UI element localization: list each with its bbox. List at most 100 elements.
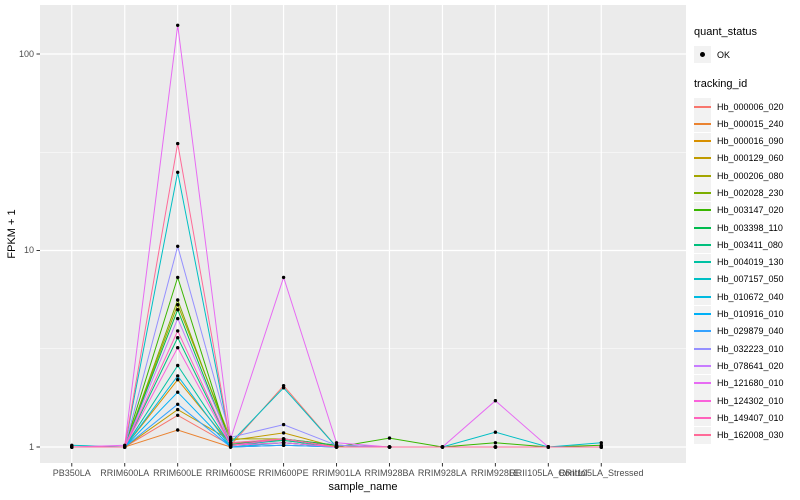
series-color-swatch: [694, 209, 711, 212]
legend-item-label: Hb_002028_230: [717, 187, 784, 198]
legend-item-label: Hb_000015_240: [717, 118, 784, 129]
data-point: [176, 407, 180, 412]
data-point: [176, 298, 180, 302]
legend-item-label: Hb_162008_030: [717, 430, 784, 441]
data-point: [334, 441, 339, 445]
data-point: [176, 374, 180, 378]
legend-item-label: OK: [717, 49, 731, 60]
legend-key-box: [694, 305, 711, 323]
series-color-swatch: [694, 243, 711, 246]
legend-tracking-id-items: Hb_000006_020 Hb_000015_240 Hb_000016_090 H…: [694, 98, 800, 444]
data-point: [176, 363, 180, 368]
data-point: [440, 445, 445, 449]
legend-item-Hb_000016_090: Hb_000016_090: [694, 132, 800, 150]
legend-item-label: Hb_010916_010: [717, 309, 784, 320]
data-point: [493, 445, 498, 449]
legend-key-box: [694, 253, 711, 271]
x-tick-label-RRII105LA_Stressed: RRII105LA_Stressed: [558, 468, 644, 478]
data-point: [281, 275, 286, 280]
y-tick-label: 1: [28, 441, 34, 452]
data-point: [281, 431, 286, 435]
legend-item-Hb_078641_020: Hb_078641_020: [694, 357, 800, 375]
x-tick-label-RRIM901LA: RRIM901LA: [312, 468, 362, 478]
legend-key-box: [694, 98, 711, 115]
legend-key-box: [694, 426, 711, 444]
legend-item-Hb_010672_040: Hb_010672_040: [694, 288, 800, 306]
data-point: [493, 441, 498, 445]
data-point: [176, 316, 180, 321]
legend-key-box: [694, 132, 711, 150]
legend-key-box: [694, 115, 711, 133]
series-color-swatch: [694, 347, 711, 350]
legend-item-Hb_029879_040: Hb_029879_040: [694, 322, 800, 340]
legend-item-Hb_007157_050: Hb_007157_050: [694, 270, 800, 288]
series-color-swatch: [694, 382, 711, 385]
y-tick-label: 10: [23, 245, 34, 255]
data-point: [281, 386, 286, 390]
legend-key-box: [694, 270, 711, 288]
legend-item-Hb_003398_110: Hb_003398_110: [694, 219, 800, 237]
y-axis-title: FPKM + 1: [6, 209, 18, 259]
data-point: [281, 437, 286, 441]
x-tick-label-RRIM928LE: RRIM928LE: [470, 468, 520, 478]
series-color-swatch: [694, 364, 711, 367]
data-point: [176, 329, 180, 333]
legend-key-box: [694, 219, 711, 237]
data-point: [176, 378, 180, 382]
legend-item-Hb_004019_130: Hb_004019_130: [694, 253, 800, 271]
series-color-swatch: [694, 191, 711, 194]
data-point: [176, 244, 180, 248]
data-point: [493, 430, 498, 434]
x-axis-title: sample_name: [328, 481, 398, 493]
legend-key-box: [694, 184, 711, 202]
x-tick-label-RRIM600LE: RRIM600LE: [153, 468, 203, 478]
legend-item-label: Hb_003411_080: [717, 239, 783, 250]
data-point: [281, 441, 286, 445]
data-point: [599, 441, 603, 445]
point-marker-icon: [700, 52, 705, 57]
legend-item-label: Hb_000016_090: [717, 136, 784, 147]
legend-item-Hb_032223_010: Hb_032223_010: [694, 340, 800, 358]
series-color-swatch: [694, 105, 711, 108]
x-tick-label-RRIM928BA: RRIM928BA: [364, 468, 415, 478]
data-point: [176, 23, 180, 27]
series-color-swatch: [694, 226, 711, 229]
legend: quant_status OK tracking_id Hb_000006_02…: [694, 26, 800, 444]
data-point: [176, 390, 180, 394]
legend-item-Hb_121680_010: Hb_121680_010: [694, 374, 800, 392]
legend-title-quant-status: quant_status: [694, 26, 757, 38]
series-color-swatch: [694, 295, 711, 298]
data-point: [176, 308, 180, 312]
legend-key-box: [694, 167, 711, 185]
legend-key-box: [694, 201, 711, 219]
legend-item-label: Hb_000129_060: [717, 153, 784, 164]
legend-item-label: Hb_029879_040: [717, 326, 784, 337]
legend-item-Hb_010916_010: Hb_010916_010: [694, 305, 800, 323]
legend-item-Hb_003147_020: Hb_003147_020: [694, 201, 800, 219]
data-point: [493, 399, 498, 403]
legend-key-box: [694, 374, 711, 392]
legend-item-Hb_000206_080: Hb_000206_080: [694, 167, 800, 185]
legend-item-label: Hb_000206_080: [717, 170, 784, 181]
legend-key-box: [694, 46, 711, 63]
legend-item-Hb_124302_010: Hb_124302_010: [694, 392, 800, 410]
data-point: [123, 445, 127, 449]
legend-item-Hb_149407_010: Hb_149407_010: [694, 409, 800, 427]
data-point: [281, 422, 286, 427]
legend-key-box: [694, 288, 711, 306]
y-tick-label: 100: [18, 48, 34, 59]
data-point: [176, 428, 180, 432]
legend-item-quant-status-ok: OK: [694, 46, 800, 63]
legend-key-box: [694, 409, 711, 427]
legend-item-Hb_162008_030: Hb_162008_030: [694, 426, 800, 444]
legend-item-label: Hb_124302_010: [717, 395, 784, 406]
series-color-swatch: [694, 157, 711, 160]
data-point: [599, 445, 603, 449]
data-point: [387, 436, 392, 440]
data-point: [546, 445, 550, 449]
legend-item-label: Hb_032223_010: [717, 343, 784, 354]
legend-item-label: Hb_000006_020: [717, 101, 784, 112]
legend-item-label: Hb_121680_010: [717, 378, 784, 389]
